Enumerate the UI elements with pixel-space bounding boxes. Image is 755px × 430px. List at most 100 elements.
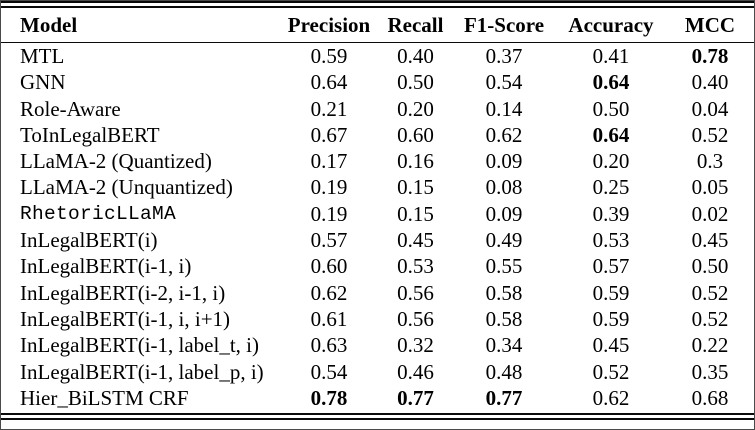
- precision-value: 0.61: [310, 306, 348, 331]
- bottom-rule-inner: [1, 413, 754, 416]
- mcc-value: 0.52: [691, 306, 729, 331]
- table-row: RhetoricLLaMA 0.19 0.15 0.09 0.39 0.02: [1, 201, 754, 227]
- table-header: Model Precision Recall F1-Score Accuracy…: [1, 8, 754, 43]
- recall-value: 0.50: [397, 70, 434, 95]
- f1-score-value: 0.09: [485, 201, 523, 226]
- col-header-recall: Recall: [379, 8, 452, 43]
- table-row: InLegalBERT(i-1, i, i+1) 0.61 0.56 0.58 …: [1, 306, 754, 332]
- mcc-value: 0.50: [691, 254, 729, 279]
- mcc-value: 0.22: [691, 333, 729, 358]
- model-name: InLegalBERT(i-1, label_t, i): [20, 333, 259, 358]
- f1-score-value: 0.58: [485, 306, 523, 331]
- recall-value: 0.15: [397, 175, 434, 200]
- f1-score-value: 0.58: [485, 280, 523, 305]
- recall-value: 0.32: [397, 333, 434, 358]
- precision-value: 0.67: [310, 122, 348, 147]
- mcc-value: 0.04: [691, 96, 729, 121]
- precision-value: 0.54: [310, 359, 348, 384]
- f1-score-value: 0.54: [485, 70, 523, 95]
- recall-value: 0.56: [397, 280, 434, 305]
- bottom-rule-outer: [1, 418, 754, 421]
- model-name: Role-Aware: [20, 96, 121, 121]
- precision-value: 0.59: [310, 44, 348, 68]
- precision-value: 0.64: [310, 70, 348, 95]
- accuracy-value: 0.50: [592, 96, 630, 121]
- precision-value: 0.78: [310, 385, 348, 410]
- table-row: InLegalBERT(i-1, i) 0.60 0.53 0.55 0.57 …: [1, 253, 754, 279]
- top-rule-inner: [1, 6, 754, 8]
- model-name: InLegalBERT(i-1, i, i+1): [20, 306, 231, 331]
- precision-value: 0.17: [310, 149, 348, 174]
- model-name: InLegalBERT(i): [20, 228, 158, 253]
- precision-value: 0.63: [310, 333, 348, 358]
- mcc-value: 0.05: [691, 175, 729, 200]
- table-row: GNN 0.64 0.50 0.54 0.64 0.40: [1, 69, 754, 95]
- f1-score-value: 0.37: [485, 44, 523, 68]
- recall-value: 0.16: [397, 149, 434, 174]
- f1-score-value: 0.09: [485, 149, 523, 174]
- mcc-value: 0.35: [691, 359, 729, 384]
- model-name: RhetoricLLaMA: [20, 202, 177, 225]
- table-row: LLaMA-2 (Quantized) 0.17 0.16 0.09 0.20 …: [1, 148, 754, 174]
- precision-value: 0.19: [310, 175, 348, 200]
- table-row: InLegalBERT(i-1, label_p, i) 0.54 0.46 0…: [1, 359, 754, 385]
- accuracy-value: 0.25: [592, 175, 630, 200]
- recall-value: 0.15: [397, 201, 434, 226]
- f1-score-value: 0.62: [485, 122, 523, 147]
- col-header-mcc: MCC: [666, 8, 754, 43]
- f1-score-value: 0.77: [485, 385, 523, 410]
- table-row: ToInLegalBERT 0.67 0.60 0.62 0.64 0.52: [1, 122, 754, 148]
- accuracy-value: 0.39: [592, 201, 630, 226]
- table-row: InLegalBERT(i) 0.57 0.45 0.49 0.53 0.45: [1, 227, 754, 253]
- precision-value: 0.57: [310, 228, 348, 253]
- accuracy-value: 0.45: [592, 333, 630, 358]
- accuracy-value: 0.41: [592, 44, 630, 68]
- f1-score-value: 0.55: [485, 254, 523, 279]
- accuracy-value: 0.52: [592, 359, 630, 384]
- mcc-value: 0.02: [691, 201, 729, 226]
- precision-value: 0.19: [310, 201, 348, 226]
- recall-value: 0.45: [397, 228, 434, 253]
- mcc-value: 0.68: [691, 385, 729, 410]
- model-name: Hier_BiLSTM CRF: [20, 385, 189, 410]
- table-row: InLegalBERT(i-1, label_t, i) 0.63 0.32 0…: [1, 332, 754, 358]
- recall-value: 0.77: [397, 385, 434, 410]
- col-header-model: Model: [1, 8, 279, 43]
- mcc-value: 0.3: [696, 149, 724, 174]
- model-name: GNN: [20, 70, 66, 95]
- f1-score-value: 0.49: [485, 228, 523, 253]
- precision-value: 0.62: [310, 280, 348, 305]
- table-row: LLaMA-2 (Unquantized) 0.19 0.15 0.08 0.2…: [1, 174, 754, 200]
- accuracy-value: 0.59: [592, 280, 630, 305]
- mcc-value: 0.45: [691, 228, 729, 253]
- model-name: InLegalBERT(i-1, i): [20, 254, 192, 279]
- top-rule-outer: [1, 1, 754, 3]
- f1-score-value: 0.08: [485, 175, 523, 200]
- mcc-value: 0.52: [691, 122, 729, 147]
- mcc-value: 0.52: [691, 280, 729, 305]
- recall-value: 0.40: [397, 44, 434, 68]
- precision-value: 0.60: [310, 254, 348, 279]
- accuracy-value: 0.53: [592, 228, 630, 253]
- table-row: Role-Aware 0.21 0.20 0.14 0.50 0.04: [1, 96, 754, 122]
- recall-value: 0.46: [397, 359, 434, 384]
- f1-score-value: 0.14: [485, 96, 523, 121]
- model-name: InLegalBERT(i-2, i-1, i): [20, 280, 226, 305]
- f1-score-value: 0.34: [485, 333, 523, 358]
- recall-value: 0.20: [397, 96, 434, 121]
- accuracy-value: 0.64: [592, 70, 630, 95]
- model-name: ToInLegalBERT: [20, 122, 160, 147]
- accuracy-value: 0.20: [592, 149, 630, 174]
- col-header-f1-score: F1-Score: [452, 8, 556, 43]
- mcc-value: 0.78: [691, 44, 729, 68]
- table-row: MTL 0.59 0.40 0.37 0.41 0.78: [1, 43, 754, 70]
- model-name: LLaMA-2 (Quantized): [20, 149, 212, 174]
- accuracy-value: 0.62: [592, 385, 630, 410]
- model-name: MTL: [20, 44, 65, 68]
- mcc-value: 0.40: [691, 70, 729, 95]
- accuracy-value: 0.59: [592, 306, 630, 331]
- col-header-precision: Precision: [279, 8, 379, 43]
- table-row: Hier_BiLSTM CRF 0.78 0.77 0.77 0.62 0.68: [1, 385, 754, 411]
- f1-score-value: 0.48: [485, 359, 523, 384]
